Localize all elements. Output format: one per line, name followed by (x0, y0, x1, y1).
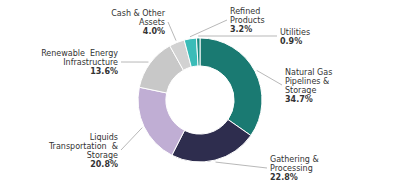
slices (138, 38, 262, 162)
leader-line (168, 22, 176, 41)
leader-line (257, 70, 282, 85)
slice (200, 38, 262, 135)
leader-line (198, 36, 277, 37)
slice-label: LiquidsTransportation &Storage (48, 133, 118, 160)
slice-label: RefinedProducts (230, 7, 265, 25)
value-label: 4.0% (143, 27, 165, 36)
value-label: 0.9% (280, 37, 302, 46)
leader-line (216, 162, 267, 168)
value-label: 20.8% (90, 160, 118, 169)
slice (172, 120, 251, 162)
value-label: 3.2% (230, 25, 252, 34)
value-label: 22.8% (270, 173, 298, 182)
leader-line (121, 128, 142, 150)
slice-label: Gathering &Processing (270, 155, 319, 173)
chart: Natural GasPipelines &Storage34.7% Gather… (0, 0, 400, 194)
labels: Natural GasPipelines &Storage34.7% Gather… (41, 7, 332, 182)
slice (184, 38, 198, 67)
slice-label: Utilities (280, 28, 310, 37)
leader-line (190, 20, 227, 37)
value-label: 34.7% (285, 95, 313, 104)
leader-line (121, 62, 148, 63)
slice (138, 87, 185, 155)
value-label: 13.6% (90, 67, 118, 76)
slice (196, 38, 200, 66)
slice-label: Natural GasPipelines &Storage (285, 68, 332, 95)
slice-label: Cash & OtherAssets (111, 9, 165, 27)
slice-label: Renewable EnergyInfrastructure (41, 49, 118, 67)
